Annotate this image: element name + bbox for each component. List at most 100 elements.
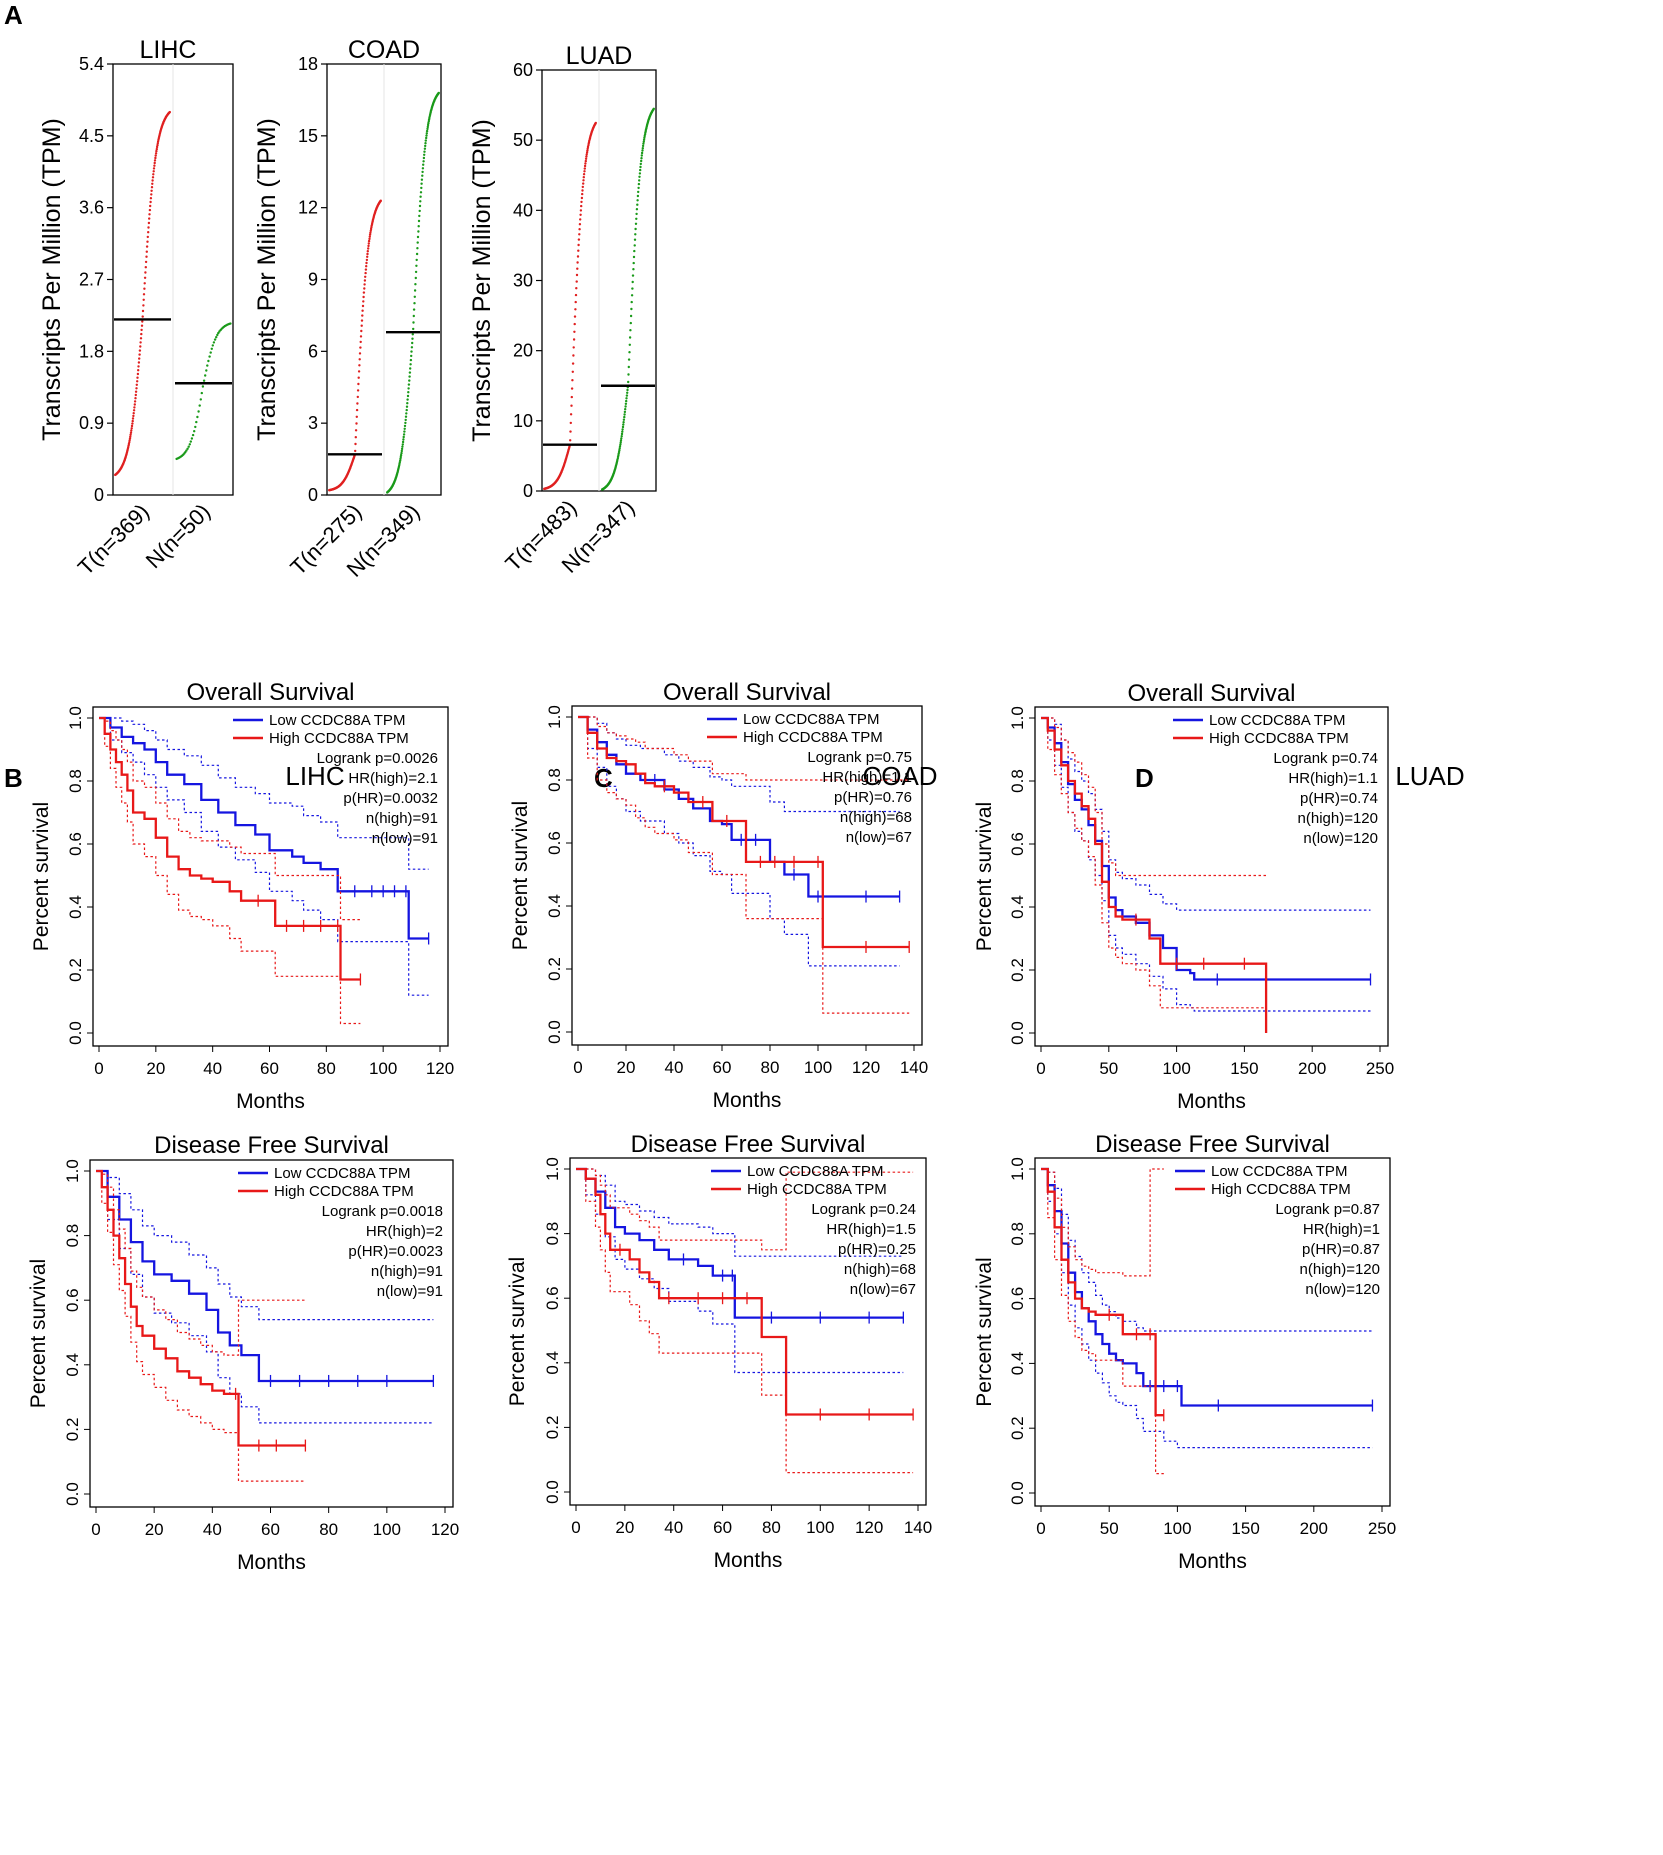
stat-text: HR(high)=1 — [1303, 1221, 1380, 1238]
normal-point — [633, 238, 637, 241]
tumor-point — [355, 422, 358, 425]
low-ci-lower — [578, 716, 900, 967]
x-tick-label: 200 — [1298, 1059, 1326, 1078]
tumor-point — [150, 186, 154, 189]
tumor-point — [155, 147, 158, 151]
tumor-point — [571, 379, 574, 382]
tumor-point — [576, 261, 579, 264]
normal-point — [617, 450, 621, 454]
y-tick-label: 0.4 — [1008, 1352, 1027, 1376]
tumor-point — [143, 287, 146, 290]
high-ci-upper — [576, 1168, 914, 1251]
tumor-point — [134, 397, 137, 400]
tumor-point — [135, 383, 138, 386]
low-ci-lower — [1041, 1168, 1373, 1449]
tumor-point — [570, 395, 573, 399]
stat-text: n(high)=120 — [1300, 1261, 1380, 1278]
y-tick-label: 0.6 — [1008, 832, 1027, 856]
normal-point — [215, 336, 218, 339]
normal-point — [408, 379, 411, 382]
km-column-title-luad: LUAD — [1395, 761, 1464, 791]
y-tick-label: 0.0 — [1008, 1481, 1027, 1505]
tumor-point — [364, 268, 368, 271]
low-ci-upper — [578, 716, 900, 813]
tumor-point — [152, 167, 156, 170]
tumor-point — [573, 322, 576, 326]
y-tick-label: 0.8 — [1008, 769, 1027, 793]
tumor-point — [580, 200, 583, 204]
normal-point — [406, 402, 409, 405]
normal-point — [619, 443, 622, 446]
normal-point — [402, 433, 406, 436]
legend-label-high: High CCDC88A TPM — [1209, 730, 1349, 747]
normal-point — [199, 398, 202, 401]
stat-text: n(low)=120 — [1305, 1281, 1380, 1298]
normal-point — [618, 445, 622, 448]
tumor-point — [582, 182, 585, 185]
y-tick-label: 2.7 — [79, 270, 104, 290]
x-tick-label: 0 — [1036, 1519, 1045, 1538]
x-tick-label: 100 — [1162, 1059, 1190, 1078]
normal-point — [407, 387, 410, 390]
normal-point — [626, 388, 629, 392]
normal-point — [426, 127, 429, 131]
legend-label-low: Low CCDC88A TPM — [274, 1165, 410, 1182]
legend-label-low: Low CCDC88A TPM — [1209, 712, 1345, 729]
normal-point — [405, 408, 408, 412]
normal-point — [194, 425, 197, 429]
tumor-point — [151, 179, 154, 182]
stat-text: n(high)=68 — [840, 809, 912, 826]
tumor-point — [363, 279, 367, 282]
normal-point — [641, 147, 644, 150]
km-plot-coad-overall: Overall Survival Months Percent survival 0 2… — [509, 679, 928, 1112]
high-ci-lower — [578, 716, 910, 1014]
tumor-point — [133, 403, 136, 406]
normal-point — [413, 302, 416, 305]
y-tick-label: 0.2 — [63, 1418, 82, 1442]
tumor-point — [579, 213, 582, 216]
km-plot-lihc-overall: Overall Survival Months Percent survival 0 2… — [30, 679, 454, 1113]
high-ci-upper — [1041, 1168, 1164, 1277]
plot-frame — [1034, 706, 1389, 1047]
stat-text: p(HR)=0.0023 — [348, 1243, 443, 1260]
normal-point — [642, 142, 645, 145]
x-axis-label: Months — [713, 1089, 782, 1112]
tumor-point — [354, 442, 357, 446]
tumor-point — [367, 242, 370, 245]
x-tick-label: 50 — [1099, 1059, 1118, 1078]
x-tick-label: 100 — [806, 1518, 834, 1537]
tumor-point — [132, 409, 136, 412]
tumor-point — [144, 260, 148, 264]
plot-title: Overall Survival — [663, 679, 831, 706]
y-tick-label: 1.0 — [1008, 1157, 1027, 1181]
normal-point — [426, 125, 429, 129]
normal-point — [418, 214, 421, 218]
tumor-point — [154, 152, 158, 155]
stat-text: Logrank p=0.74 — [1273, 750, 1378, 767]
y-axis-label: Transcripts Per Million (TPM) — [468, 119, 496, 442]
stat-text: n(low)=67 — [846, 829, 912, 846]
km-column-title-coad: COAD — [862, 761, 937, 791]
x-tick-label: 100 — [804, 1058, 832, 1077]
normal-point — [400, 447, 404, 451]
normal-point — [624, 405, 627, 408]
normal-point — [631, 280, 634, 284]
tumor-point — [128, 437, 132, 440]
tumor-point — [584, 162, 587, 165]
normal-point — [205, 369, 208, 372]
normal-point — [633, 249, 636, 253]
tumor-point — [168, 110, 171, 114]
tumor-point — [137, 365, 140, 368]
tumor-point — [576, 267, 579, 270]
legend-label-low: Low CCDC88A TPM — [747, 1163, 883, 1180]
y-tick-label: 0.0 — [1008, 1021, 1027, 1045]
normal-point — [637, 182, 641, 186]
panel-label-a: A — [4, 0, 23, 30]
normal-point — [425, 136, 428, 140]
y-tick-label: 0 — [94, 485, 104, 505]
tumor-point — [151, 176, 155, 179]
plot-title: Disease Free Survival — [154, 1132, 389, 1159]
tumor-point — [149, 197, 153, 200]
x-tick-label: 40 — [203, 1059, 222, 1078]
normal-point — [626, 391, 629, 394]
